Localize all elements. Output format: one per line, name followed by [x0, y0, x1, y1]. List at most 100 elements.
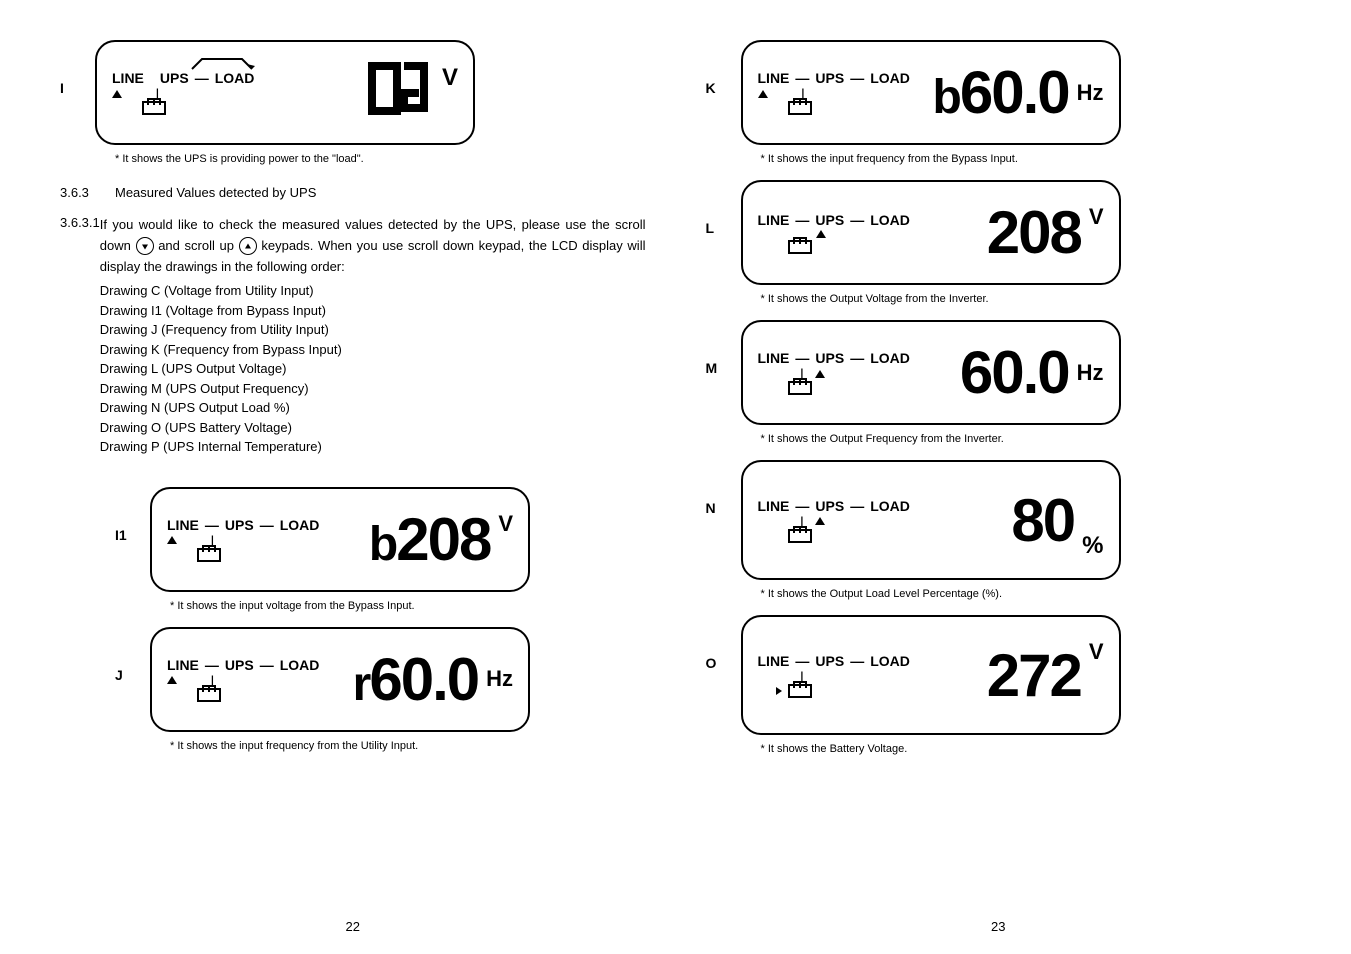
- drawing-item: Drawing L (UPS Output Voltage): [100, 359, 646, 379]
- flow-line: LINE: [167, 517, 199, 533]
- battery-icon: [788, 529, 812, 543]
- drawing-item: Drawing K (Frequency from Bypass Input): [100, 340, 646, 360]
- flow-load: LOAD: [870, 70, 910, 86]
- flow-ups: UPS: [815, 350, 844, 366]
- prefix: b: [933, 70, 960, 125]
- dash-icon: —: [260, 657, 274, 673]
- unit: V: [1089, 204, 1104, 230]
- lcd-display-i1: LINE — UPS — LOAD | b208: [150, 487, 530, 592]
- segment-value: b208: [369, 505, 490, 574]
- caption-m: * It shows the Output Frequency from the…: [761, 433, 1121, 445]
- display-row-i1: I1 LINE — UPS — LOAD |: [115, 487, 646, 612]
- dash-icon: —: [850, 70, 864, 86]
- caption-j: * It shows the input frequency from the …: [170, 740, 530, 752]
- lcd-flow: LINE — UPS — LOAD |: [167, 657, 319, 702]
- unit: V: [498, 511, 513, 537]
- display-row-n: N LINE — UPS — LOAD |: [706, 460, 1292, 600]
- drawing-item: Drawing P (UPS Internal Temperature): [100, 437, 646, 457]
- page-left: I LINE UPS — LOAD |: [30, 40, 676, 934]
- flow-load: LOAD: [280, 657, 320, 673]
- drawing-item: Drawing C (Voltage from Utility Input): [100, 281, 646, 301]
- lcd-display-j: LINE — UPS — LOAD | r60.0: [150, 627, 530, 732]
- flow-ups: UPS: [225, 517, 254, 533]
- value: 208: [396, 505, 490, 574]
- section-3631: 3.6.3.1 If you would like to check the m…: [60, 215, 646, 457]
- arrow-up-icon: [815, 517, 825, 525]
- battery-icon: [142, 101, 166, 115]
- label-o: O: [706, 615, 741, 755]
- scroll-up-icon: [239, 237, 257, 255]
- display-row-j: J LINE — UPS — LOAD |: [115, 627, 646, 752]
- drawing-item: Drawing M (UPS Output Frequency): [100, 379, 646, 399]
- lcd-flow: LINE — UPS — LOAD: [758, 212, 910, 254]
- prefix: r: [353, 657, 370, 712]
- dash-icon: —: [795, 653, 809, 669]
- arrow-up-icon: [816, 230, 826, 238]
- dash-icon: —: [205, 657, 219, 673]
- arrow-up-icon: [112, 90, 122, 98]
- label-l: L: [706, 180, 741, 305]
- flow-line: LINE: [167, 657, 199, 673]
- value: 80: [1011, 486, 1074, 555]
- page-number: 23: [991, 919, 1005, 934]
- dash-icon: —: [850, 350, 864, 366]
- display-row-m: M LINE — UPS — LOAD |: [706, 320, 1292, 445]
- dash-icon: —: [795, 498, 809, 514]
- bypass-arrow-icon: [187, 54, 267, 79]
- dash-icon: —: [795, 70, 809, 86]
- dash-icon: —: [850, 653, 864, 669]
- load-symbol-icon: [364, 58, 434, 128]
- unit: V: [1089, 639, 1104, 665]
- lcd-flow: LINE — UPS — LOAD |: [758, 350, 910, 395]
- caption-n: * It shows the Output Load Level Percent…: [761, 588, 1121, 600]
- dash-icon: —: [850, 498, 864, 514]
- drawing-item: Drawing J (Frequency from Utility Input): [100, 320, 646, 340]
- segment-value: 60.0: [960, 338, 1069, 407]
- flow-load: LOAD: [870, 498, 910, 514]
- lcd-display-o: LINE — UPS — LOAD | 272: [741, 615, 1121, 735]
- battery-icon: [788, 101, 812, 115]
- display-row-k: K LINE — UPS — LOAD |: [706, 40, 1292, 165]
- flow-line: LINE: [758, 653, 790, 669]
- dash-icon: —: [205, 517, 219, 533]
- unit: %: [1082, 532, 1103, 560]
- flow-ups: UPS: [815, 498, 844, 514]
- text-part-1: If you would like to check the measured …: [100, 217, 517, 232]
- drawing-list: Drawing C (Voltage from Utility Input) D…: [100, 281, 646, 457]
- section-num: 3.6.3: [60, 185, 115, 200]
- lcd-display-i: LINE UPS — LOAD |: [95, 40, 475, 145]
- value: 60.0: [960, 338, 1069, 407]
- flow-ups: UPS: [815, 653, 844, 669]
- page-right: K LINE — UPS — LOAD |: [676, 40, 1322, 934]
- segment-value: 80: [1011, 486, 1074, 555]
- caption-o: * It shows the Battery Voltage.: [761, 743, 1121, 755]
- caption-k: * It shows the input frequency from the …: [761, 153, 1121, 165]
- battery-icon: [788, 684, 812, 698]
- flow-line: LINE: [758, 498, 790, 514]
- flow-line: LINE: [758, 212, 790, 228]
- segment-value: 272: [987, 641, 1081, 710]
- display-row-l: L LINE — UPS — LOAD: [706, 180, 1292, 305]
- flow-ups: UPS: [225, 657, 254, 673]
- flow-ups: UPS: [160, 70, 189, 86]
- label-j: J: [115, 627, 150, 752]
- caption-i: * It shows the UPS is providing power to…: [115, 153, 475, 165]
- arrow-up-icon: [758, 90, 768, 98]
- lcd-flow: LINE — UPS — LOAD |: [758, 70, 910, 115]
- flow-line: LINE: [112, 70, 144, 86]
- value: 60.0: [960, 58, 1069, 127]
- label-i: I: [60, 40, 95, 165]
- flow-ups: UPS: [815, 70, 844, 86]
- prefix: b: [369, 517, 396, 572]
- flow-load: LOAD: [870, 350, 910, 366]
- lcd-display-l: LINE — UPS — LOAD 208 V: [741, 180, 1121, 285]
- section-body: If you would like to check the measured …: [100, 215, 646, 457]
- flow-load: LOAD: [280, 517, 320, 533]
- flow-load: LOAD: [870, 653, 910, 669]
- flow-line: LINE: [758, 70, 790, 86]
- display-row-o: O LINE — UPS — LOAD |: [706, 615, 1292, 755]
- section-title: Measured Values detected by UPS: [115, 185, 316, 200]
- arrow-up-icon: [167, 536, 177, 544]
- lcd-flow: LINE — UPS — LOAD |: [167, 517, 319, 562]
- unit: Hz: [1077, 360, 1104, 386]
